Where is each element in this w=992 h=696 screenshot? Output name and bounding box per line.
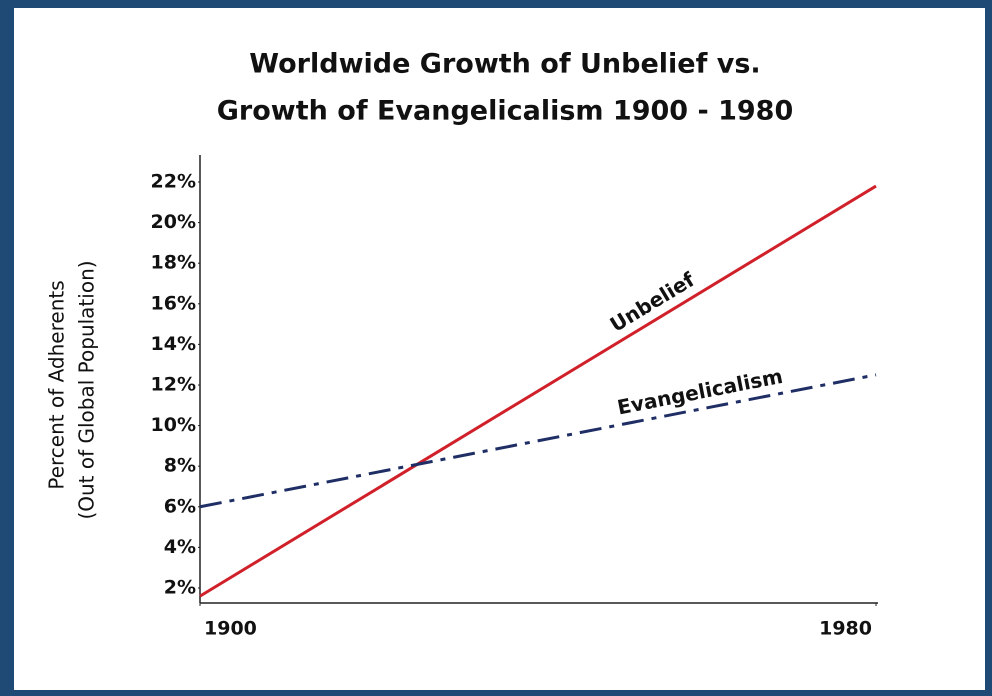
y-axis-label: (Out of Global Population) <box>75 260 99 519</box>
y-tick-label: 12% <box>151 373 196 395</box>
chart-title: Worldwide Growth of Unbelief vs. <box>249 49 760 80</box>
y-tick-label: 4% <box>164 536 196 558</box>
y-tick-label: 10% <box>151 414 196 436</box>
y-tick-label: 22% <box>151 170 196 192</box>
panel <box>14 8 985 690</box>
series-line <box>199 373 877 509</box>
y-tick-label: 16% <box>151 292 196 314</box>
y-tick-label: 18% <box>151 252 196 274</box>
y-tick-label: 14% <box>151 333 196 355</box>
y-tick-label: 8% <box>164 455 196 477</box>
x-tick-label: 1900 <box>204 618 257 640</box>
series-line <box>199 184 877 598</box>
chart-title: Growth of Evangelicalism 1900 - 1980 <box>217 96 793 127</box>
y-tick-label: 2% <box>164 576 196 598</box>
y-tick-label: 6% <box>164 495 196 517</box>
y-axis-label: Percent of Adherents <box>45 280 69 489</box>
y-tick-label: 20% <box>151 211 196 233</box>
x-tick-label: 1980 <box>819 618 872 640</box>
